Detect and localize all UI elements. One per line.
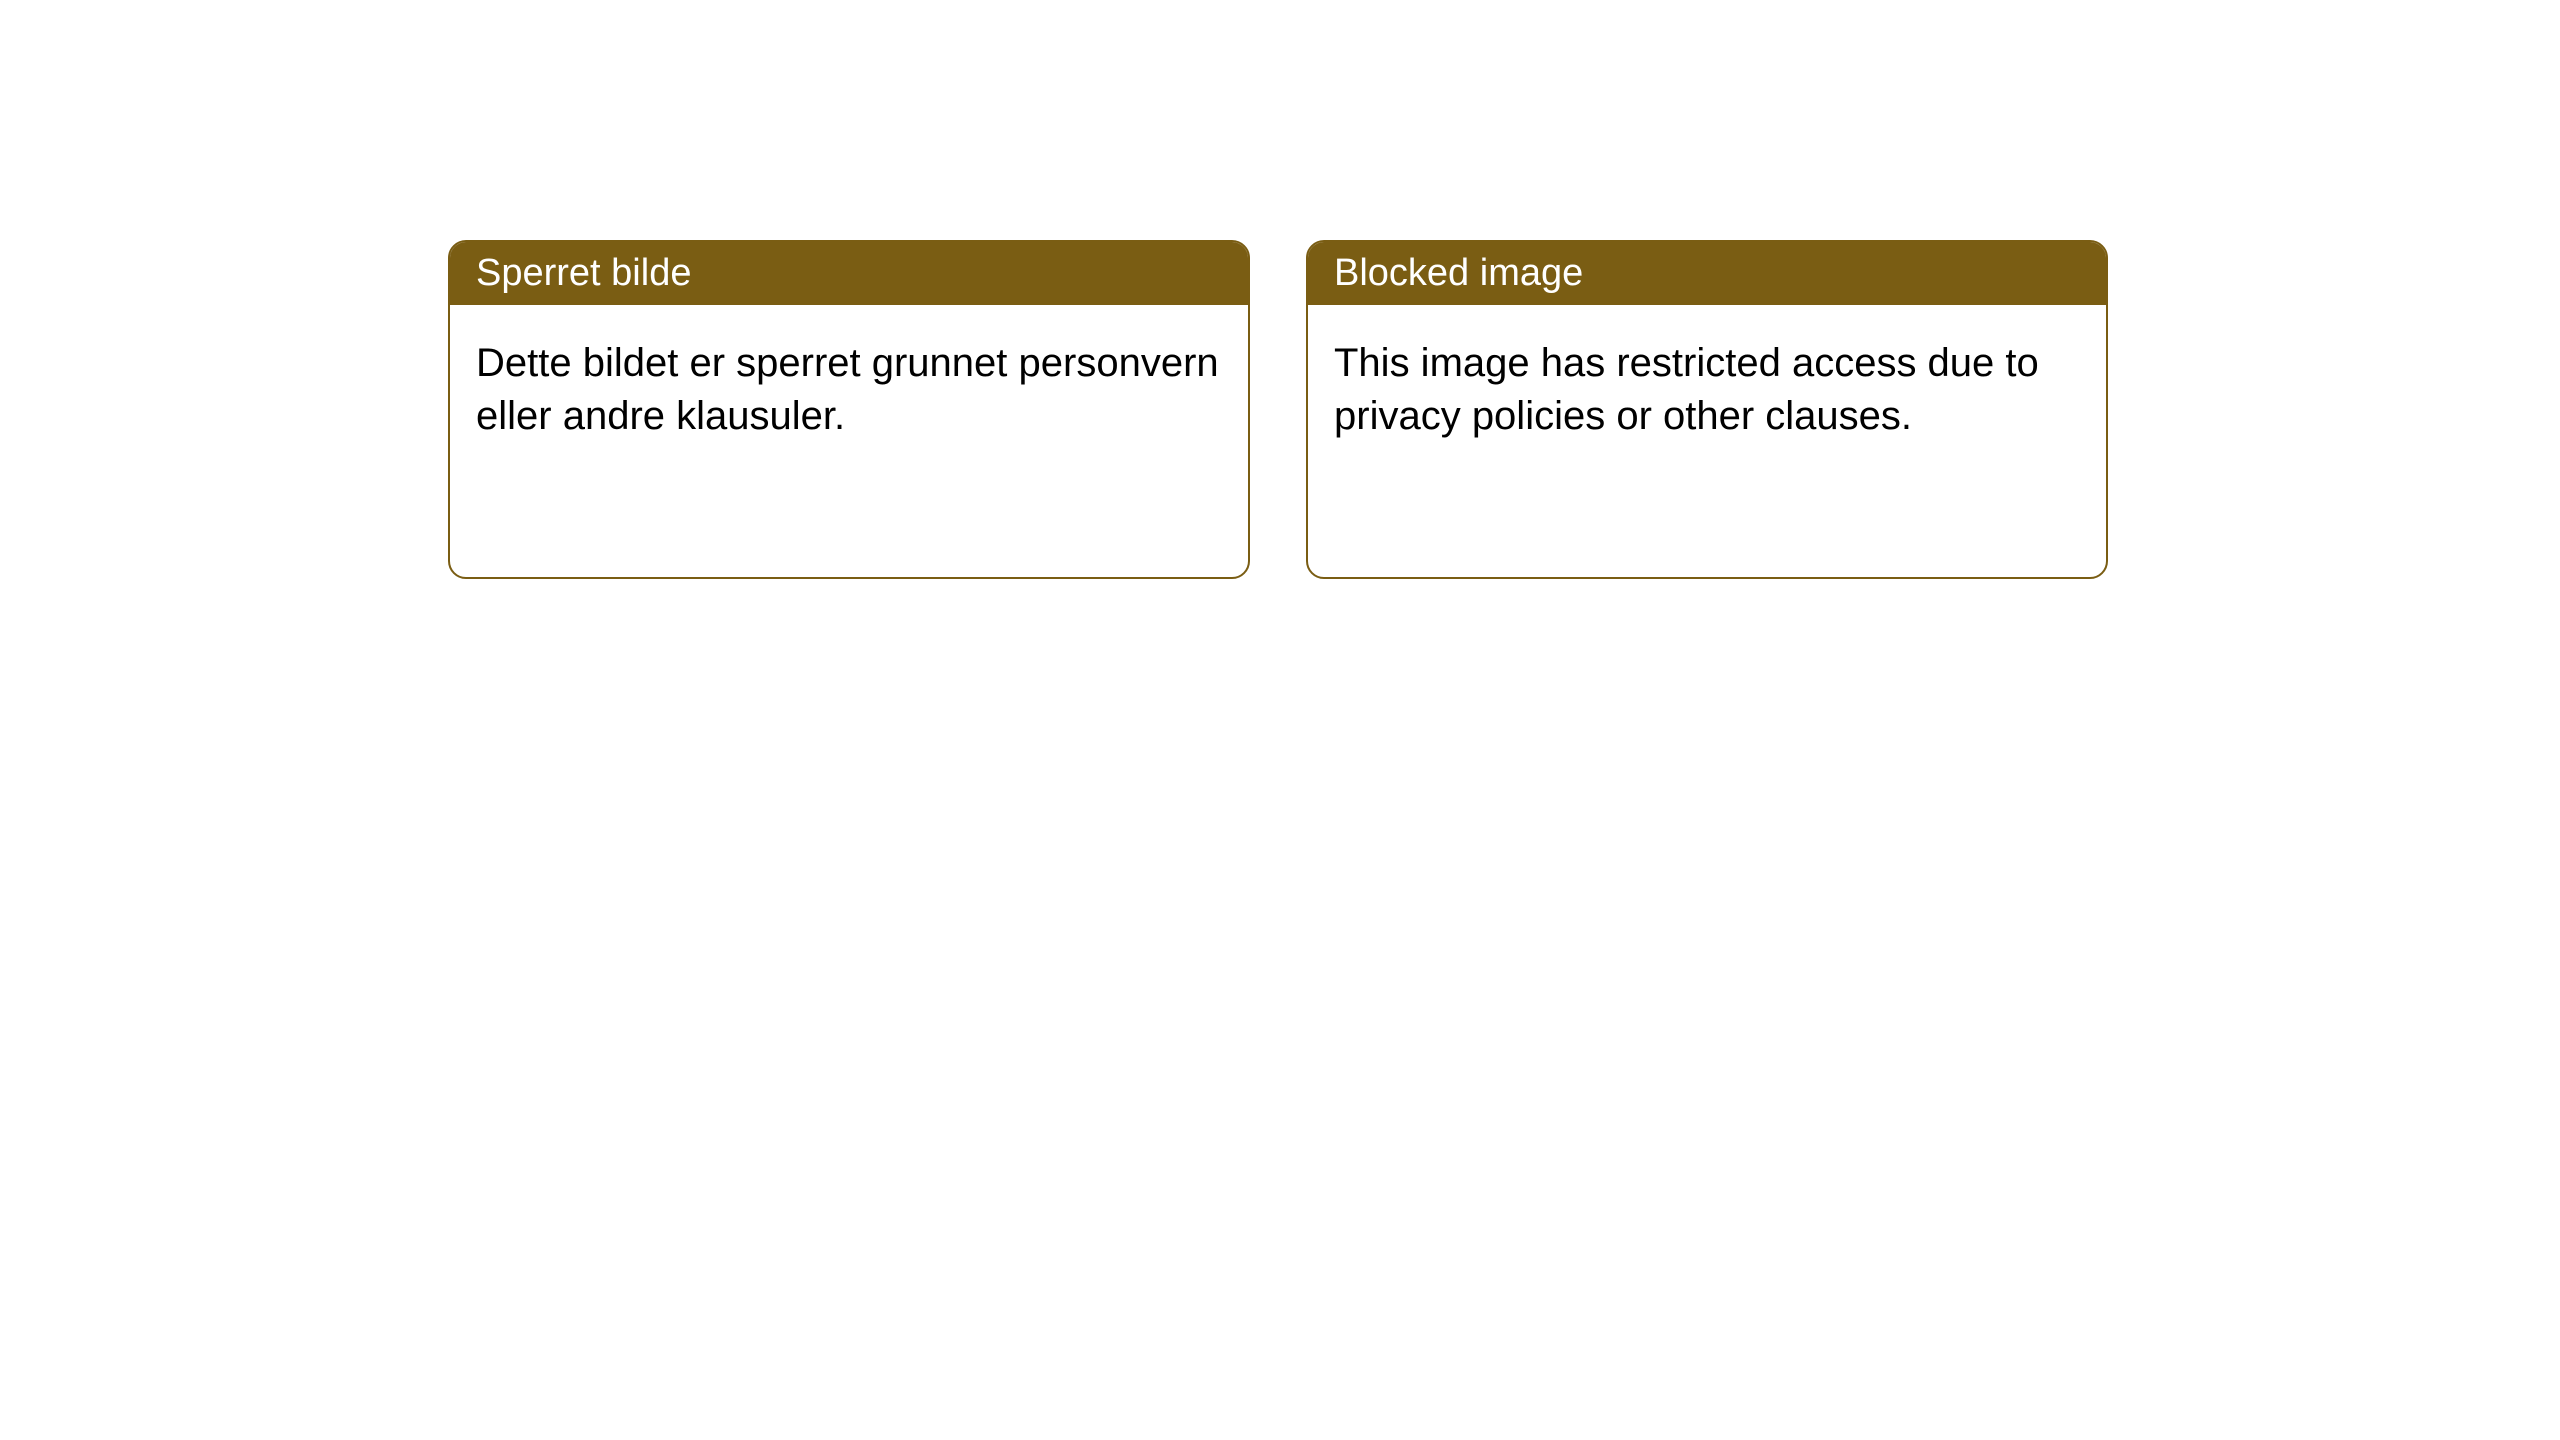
card-body: This image has restricted access due to … (1308, 305, 2106, 577)
card-header: Sperret bilde (450, 242, 1248, 305)
card-title: Blocked image (1334, 252, 1583, 294)
notice-card-english: Blocked image This image has restricted … (1306, 240, 2108, 579)
card-message: This image has restricted access due to … (1334, 337, 2080, 443)
card-header: Blocked image (1308, 242, 2106, 305)
card-title: Sperret bilde (476, 252, 691, 294)
card-message: Dette bildet er sperret grunnet personve… (476, 337, 1222, 443)
card-body: Dette bildet er sperret grunnet personve… (450, 305, 1248, 577)
notice-container: Sperret bilde Dette bildet er sperret gr… (0, 0, 2560, 579)
notice-card-norwegian: Sperret bilde Dette bildet er sperret gr… (448, 240, 1250, 579)
